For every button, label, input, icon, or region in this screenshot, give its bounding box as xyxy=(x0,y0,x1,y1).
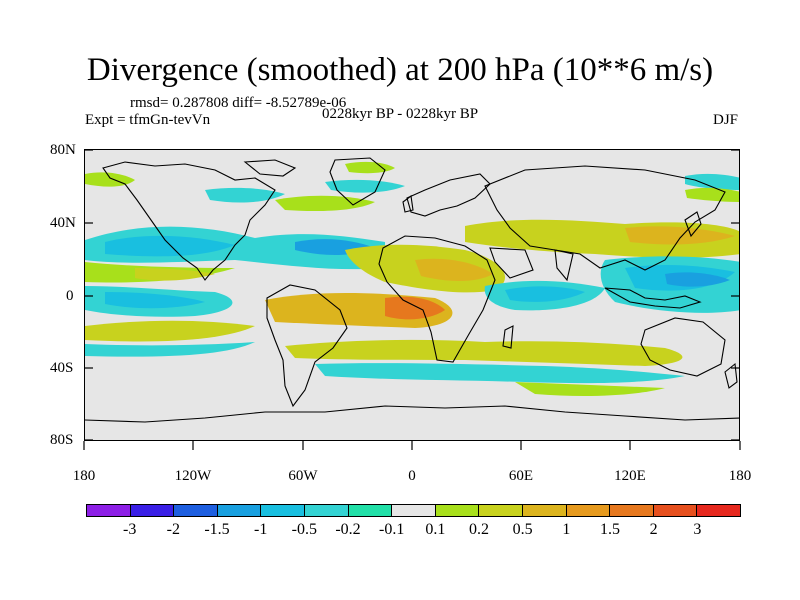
colorbar-box xyxy=(130,505,175,516)
colorbar-label: 2 xyxy=(649,521,658,538)
colorbar-label: 1.5 xyxy=(600,521,620,538)
divergence-region xyxy=(275,195,375,212)
lat-tick-label: 40N xyxy=(50,215,76,231)
divergence-region xyxy=(685,173,739,190)
divergence-region xyxy=(315,363,685,384)
divergence-region xyxy=(665,272,730,287)
colorbar-box xyxy=(522,505,567,516)
coastlines xyxy=(85,157,739,423)
lat-tick-label: 80N xyxy=(50,142,76,158)
stats-text: rmsd= 0.287808 diff= -8.52789e-06 xyxy=(130,95,347,111)
colorbar-box xyxy=(87,505,131,516)
colorbar-label: -0.2 xyxy=(335,521,361,538)
colorbar-box xyxy=(174,505,218,516)
colorbar-label: -1.5 xyxy=(204,521,230,538)
colorbar-label: 0.5 xyxy=(512,521,533,538)
colorbar-box xyxy=(217,505,262,516)
divergence-regions xyxy=(85,161,739,396)
experiment-label: Expt = tfmGn-tevVn xyxy=(85,112,211,128)
colorbar-box xyxy=(479,505,523,516)
lon-tick-label: 60E xyxy=(508,468,534,484)
plot-title: Divergence (smoothed) at 200 hPa (10**6 … xyxy=(86,52,714,88)
colorbar-box xyxy=(348,505,393,516)
colorbar-box xyxy=(610,505,654,516)
divergence-region xyxy=(205,187,285,203)
divergence-region xyxy=(625,226,735,245)
colorbar-label: -2 xyxy=(166,521,180,538)
lon-tick-label: 0 xyxy=(408,468,416,484)
divergence-region xyxy=(135,268,215,281)
colorbar-label: -0.1 xyxy=(378,521,405,538)
colorbar-box xyxy=(261,505,305,516)
divergence-region xyxy=(415,258,493,281)
colorbar-label: 0.2 xyxy=(469,521,489,538)
period-label: 0228kyr BP - 0228kyr BP xyxy=(322,106,479,122)
divergence-field-map xyxy=(85,157,739,423)
lon-tick-label: 60W xyxy=(288,468,318,484)
divergence-region xyxy=(85,172,135,187)
divergence-region xyxy=(285,339,683,366)
divergence-region xyxy=(85,320,255,342)
divergence-region xyxy=(85,342,255,357)
colorbar-label: 3 xyxy=(693,521,702,538)
lon-tick-label: 120W xyxy=(174,468,212,484)
colorbar-label: -1 xyxy=(253,521,268,538)
divergence-region xyxy=(345,161,395,174)
divergence-region xyxy=(105,235,235,257)
colorbar-label: 0.1 xyxy=(425,521,446,538)
divergence-region xyxy=(325,179,405,193)
colorbar-label: 1 xyxy=(562,521,571,538)
colorbar-box xyxy=(304,505,349,516)
colorbar-box xyxy=(392,505,436,516)
divergence-region xyxy=(105,292,205,309)
season-label: DJF xyxy=(713,112,739,128)
lat-tick-label: 0 xyxy=(66,288,74,304)
colorbar-box xyxy=(697,505,740,516)
colorbar xyxy=(86,504,741,517)
map-panel xyxy=(84,149,740,441)
lon-tick-label: 120E xyxy=(614,468,646,484)
colorbar-label: -3 xyxy=(122,521,137,538)
colorbar-label: -0.5 xyxy=(291,521,317,538)
divergence-region xyxy=(685,187,739,202)
lat-tick-label: 40S xyxy=(50,360,74,376)
divergence-region xyxy=(385,296,445,320)
divergence-region xyxy=(515,382,665,396)
lon-tick-label: 180 xyxy=(728,468,752,484)
colorbar-box xyxy=(566,505,611,516)
lat-tick-label: 80S xyxy=(50,432,74,448)
divergence-region xyxy=(505,286,585,302)
lon-tick-label: 180 xyxy=(72,468,96,484)
colorbar-box xyxy=(653,505,698,516)
colorbar-box xyxy=(435,505,480,516)
